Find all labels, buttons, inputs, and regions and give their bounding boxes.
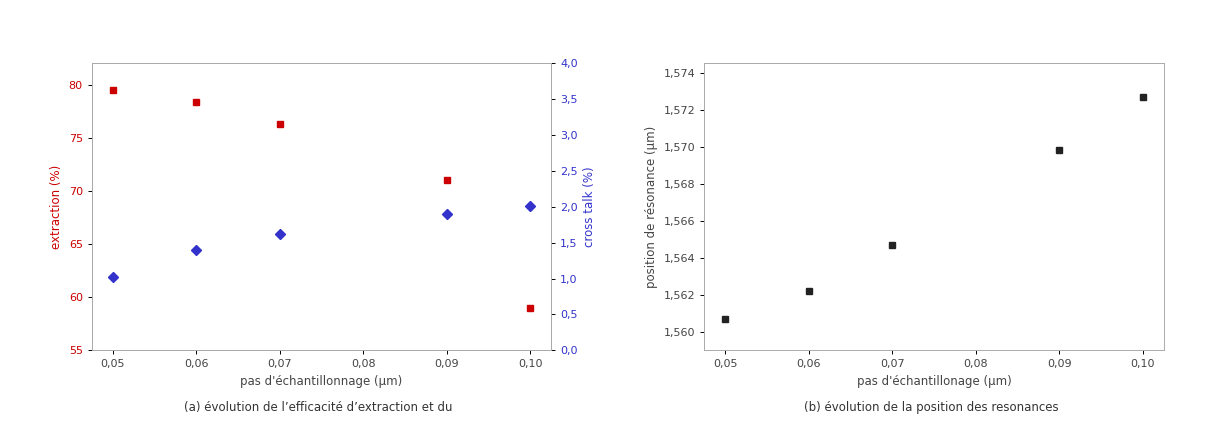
X-axis label: pas d'échantillonage (µm): pas d'échantillonage (µm) (856, 375, 1012, 388)
Y-axis label: extraction (%): extraction (%) (50, 165, 64, 249)
X-axis label: pas d'échantillonnage (µm): pas d'échantillonnage (µm) (240, 375, 403, 388)
Y-axis label: cross talk (%): cross talk (%) (583, 166, 597, 247)
Y-axis label: position de résonance (µm): position de résonance (µm) (646, 126, 658, 288)
Text: (b) évolution de la position des resonances: (b) évolution de la position des resonan… (804, 400, 1058, 414)
Text: (a) évolution de l’efficacité d’extraction et du: (a) évolution de l’efficacité d’extracti… (184, 400, 453, 414)
